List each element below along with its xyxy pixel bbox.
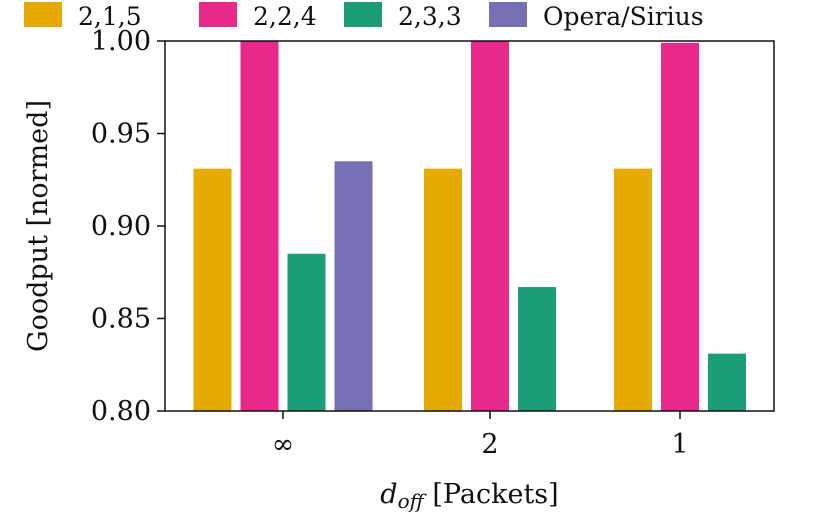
bar-2-2-4-2 <box>661 42 699 411</box>
legend-label: 2,3,3 <box>398 2 462 31</box>
x-tick-label: ∞ <box>272 429 295 460</box>
y-axis-title: Goodput [normed] <box>23 100 54 352</box>
y-axis: 0.80 0.85 0.90 0.95 1.00 <box>91 26 165 427</box>
legend-swatch <box>489 2 527 27</box>
legend-label: 2,1,5 <box>78 2 142 31</box>
bar-2-1-5-1 <box>424 168 462 411</box>
bar-2-3-3-2 <box>708 353 746 411</box>
y-tick-label: 0.85 <box>91 304 151 335</box>
x-axis-title: doff [Packets] <box>380 479 558 513</box>
x-axis-title-main: d <box>380 479 397 510</box>
legend-swatch <box>344 2 382 27</box>
bar-2-3-3-1 <box>518 287 556 411</box>
bar-2-3-3-0 <box>287 253 326 411</box>
bar-opera-sirius-0 <box>334 161 373 411</box>
legend-label: 2,2,4 <box>253 2 317 31</box>
legend-swatch <box>199 2 237 27</box>
x-axis: ∞ 2 1 <box>272 411 689 460</box>
bar-2-2-4-0 <box>240 41 279 411</box>
x-axis-title-rest: [Packets] <box>424 479 559 510</box>
bar-2-2-4-1 <box>471 41 509 411</box>
bars <box>193 41 746 411</box>
y-tick-label: 1.00 <box>91 26 151 57</box>
x-axis-title-sub: off <box>398 489 428 513</box>
bar-2-1-5-0 <box>193 168 232 411</box>
legend: 2,1,5 2,2,4 2,3,3 Opera/Sirius <box>24 2 704 31</box>
legend-swatch <box>24 2 62 27</box>
y-tick-label: 0.95 <box>91 119 151 150</box>
legend-label: Opera/Sirius <box>543 2 704 31</box>
x-tick-label: 1 <box>671 429 688 460</box>
x-tick-label: 2 <box>481 429 498 460</box>
y-tick-label: 0.90 <box>91 211 151 242</box>
y-tick-label: 0.80 <box>91 396 151 427</box>
bar-2-1-5-2 <box>614 168 652 411</box>
